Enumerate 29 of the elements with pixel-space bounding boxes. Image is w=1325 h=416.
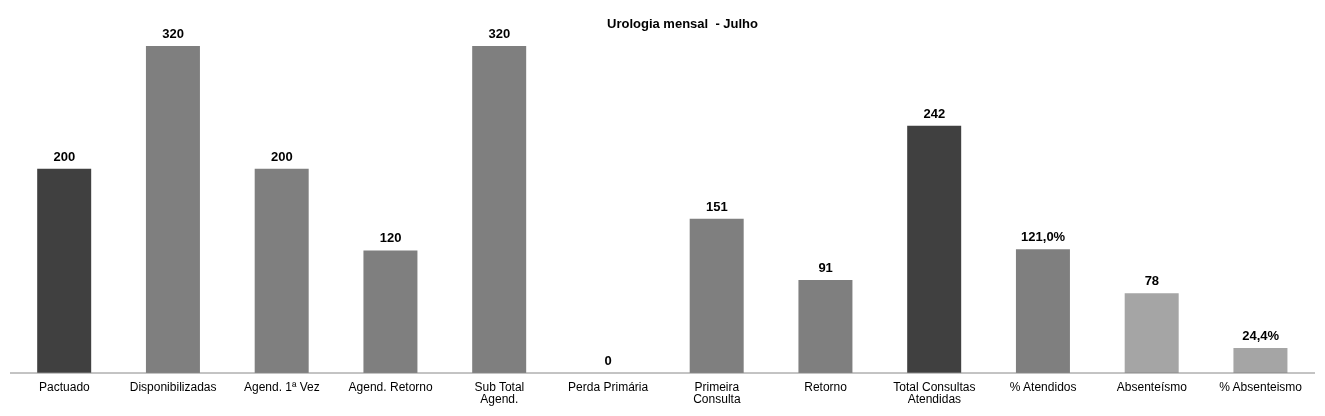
data-label: 24,4%: [1242, 328, 1280, 344]
data-label: 242: [923, 105, 946, 121]
x-tick-label: Agend. Retorno: [348, 380, 433, 394]
x-tick-label: Disponibilizadas: [129, 380, 217, 394]
x-tick-label: Pactuado: [39, 380, 91, 394]
data-label: 121,0%: [1021, 229, 1066, 245]
x-tick-label: Sub Total Agend.: [474, 380, 525, 406]
x-tick-label: Agend. 1ª Vez: [243, 380, 320, 394]
x-tick-label: Retorno: [804, 380, 848, 394]
x-tick-label: Total Consultas Atendidas: [893, 380, 976, 406]
bar: [1233, 348, 1288, 373]
x-tick-label: Perda Primária: [568, 380, 649, 394]
x-tick-label: Absenteísmo: [1116, 380, 1188, 394]
chart-title: Urologia mensal - Julho: [607, 16, 758, 31]
data-label: 0: [604, 353, 612, 368]
data-label: 320: [162, 26, 184, 41]
x-tick-label: % Absenteismo: [1219, 380, 1303, 394]
bar: [1124, 293, 1179, 373]
bar: [907, 125, 962, 373]
data-label: 200: [271, 148, 293, 164]
data-label: 78: [1144, 273, 1160, 289]
bar: [37, 168, 92, 373]
x-tick-label: Primeira Consulta: [693, 380, 741, 406]
data-label: 320: [488, 26, 511, 41]
data-label: 91: [818, 260, 833, 276]
data-label: 151: [706, 198, 728, 214]
data-label: 120: [379, 230, 402, 246]
data-label: 200: [53, 148, 76, 164]
x-tick-label: % Atendidos: [1009, 380, 1077, 394]
